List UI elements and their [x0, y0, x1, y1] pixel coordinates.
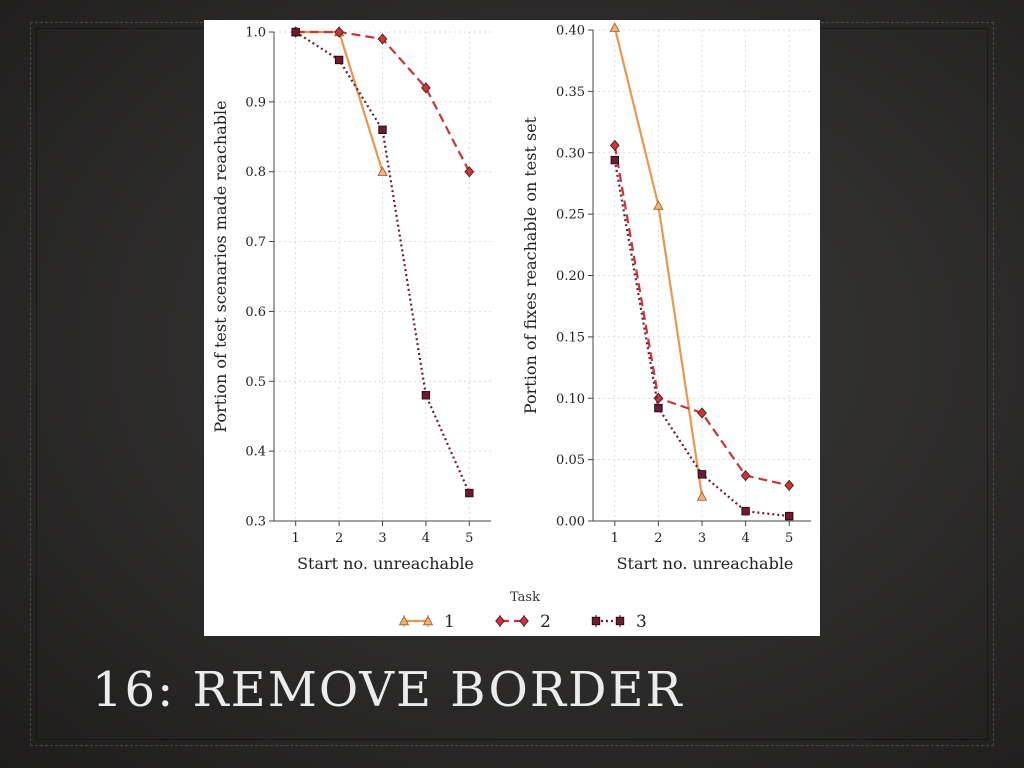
- y-axis-label: Portion of fixes reachable on test set: [521, 116, 540, 414]
- series-3-point-0: [610, 155, 619, 165]
- series-1-point-2: [696, 491, 708, 501]
- y-tick-label-5: 0.25: [556, 208, 585, 223]
- series-3-point-4: [465, 488, 474, 498]
- legend: Task 1 2 3: [398, 590, 647, 632]
- y-tick-label-8: 0.40: [556, 24, 585, 39]
- series-3-point-1: [334, 55, 344, 65]
- y-tick-label-2: 0.10: [556, 392, 585, 407]
- series-2-point-2: [697, 407, 707, 419]
- chart-right: 0.00 0.05 0.10 0.15 0.20 0.25 0.30 0.35 0.40 1 2 3 4…: [521, 22, 811, 573]
- series-3-point-1: [654, 403, 663, 413]
- legend-marker-1-1: [422, 615, 434, 626]
- series-2-point-3: [421, 82, 431, 94]
- x-tick-label-0: 1: [611, 531, 619, 546]
- series-2-point-0: [609, 139, 620, 151]
- y-tick-label-5: 0.8: [245, 165, 266, 180]
- x-tick-label-4: 5: [785, 531, 793, 546]
- series-2-point-1: [334, 26, 344, 38]
- series-3-point-3: [741, 506, 750, 516]
- legend-marker-3-1: [615, 616, 625, 626]
- series-2-point-2: [377, 33, 388, 45]
- chart-left: 0.3 0.4 0.5 0.6 0.7 0.8 0.9 1.0 1 2 3 4 5 Start no. u…: [211, 26, 491, 573]
- y-tick-label-7: 1.0: [245, 26, 266, 41]
- series-3-point-3: [421, 391, 431, 400]
- series-3-point-4: [785, 511, 794, 521]
- legend-label-2: 2: [540, 612, 551, 632]
- y-tick-label-3: 0.15: [556, 330, 585, 345]
- y-tick-label-1: 0.4: [245, 445, 266, 460]
- figure-svg: 0.3 0.4 0.5 0.6 0.7 0.8 0.9 1.0 1 2 3 4 5 Start no. u…: [211, 22, 811, 632]
- y-tick-label-7: 0.35: [556, 85, 585, 100]
- y-tick-label-4: 0.7: [245, 235, 266, 250]
- y-tick-label-3: 0.6: [245, 305, 266, 320]
- figure-panel: 0.3 0.4 0.5 0.6 0.7 0.8 0.9 1.0 1 2 3 4 5 Start no. u…: [204, 20, 820, 636]
- series-3-point-0: [291, 27, 300, 37]
- legend-marker-3-0: [591, 616, 601, 626]
- series-2-point-4: [784, 479, 795, 492]
- series-2-point-1: [653, 392, 664, 404]
- y-tick-label-2: 0.5: [245, 375, 266, 390]
- x-axis-label: Start no. unreachable: [297, 554, 474, 573]
- slide-title: 16: REMOVE BORDER: [92, 662, 684, 718]
- x-tick-label-3: 4: [741, 531, 749, 546]
- x-tick-label-2: 3: [698, 531, 706, 546]
- x-tick-label-2: 3: [378, 531, 386, 546]
- y-tick-label-0: 0.3: [245, 515, 266, 530]
- y-tick-label-4: 0.20: [556, 269, 585, 284]
- legend-label-3: 3: [636, 612, 647, 632]
- legend-marker-1-0: [398, 615, 410, 626]
- x-axis-label: Start no. unreachable: [617, 554, 794, 573]
- y-tick-label-6: 0.30: [556, 146, 585, 161]
- series-2-point-3: [740, 469, 751, 482]
- legend-marker-2-0: [495, 615, 505, 627]
- series-1-point-2: [377, 166, 388, 176]
- legend-label-1: 1: [444, 612, 455, 632]
- x-tick-label-0: 1: [292, 531, 300, 546]
- x-tick-label-1: 2: [654, 531, 662, 546]
- series-3-point-2: [378, 125, 387, 134]
- series-1-point-0: [609, 22, 620, 32]
- series-line-3: [613, 159, 790, 518]
- x-tick-label-4: 5: [465, 531, 473, 546]
- series-1-point-1: [653, 200, 664, 210]
- y-axis-label: Portion of test scenarios made reachable: [211, 100, 230, 432]
- y-tick-label-0: 0.00: [556, 515, 585, 530]
- legend-marker-2-1: [519, 615, 529, 627]
- legend-title: Task: [510, 590, 540, 605]
- y-tick-label-6: 0.9: [245, 95, 266, 110]
- x-tick-label-1: 2: [335, 531, 343, 546]
- series-2-point-4: [464, 166, 475, 178]
- y-tick-label-1: 0.05: [556, 453, 585, 468]
- series-3-point-2: [697, 470, 707, 479]
- x-tick-label-3: 4: [422, 531, 430, 546]
